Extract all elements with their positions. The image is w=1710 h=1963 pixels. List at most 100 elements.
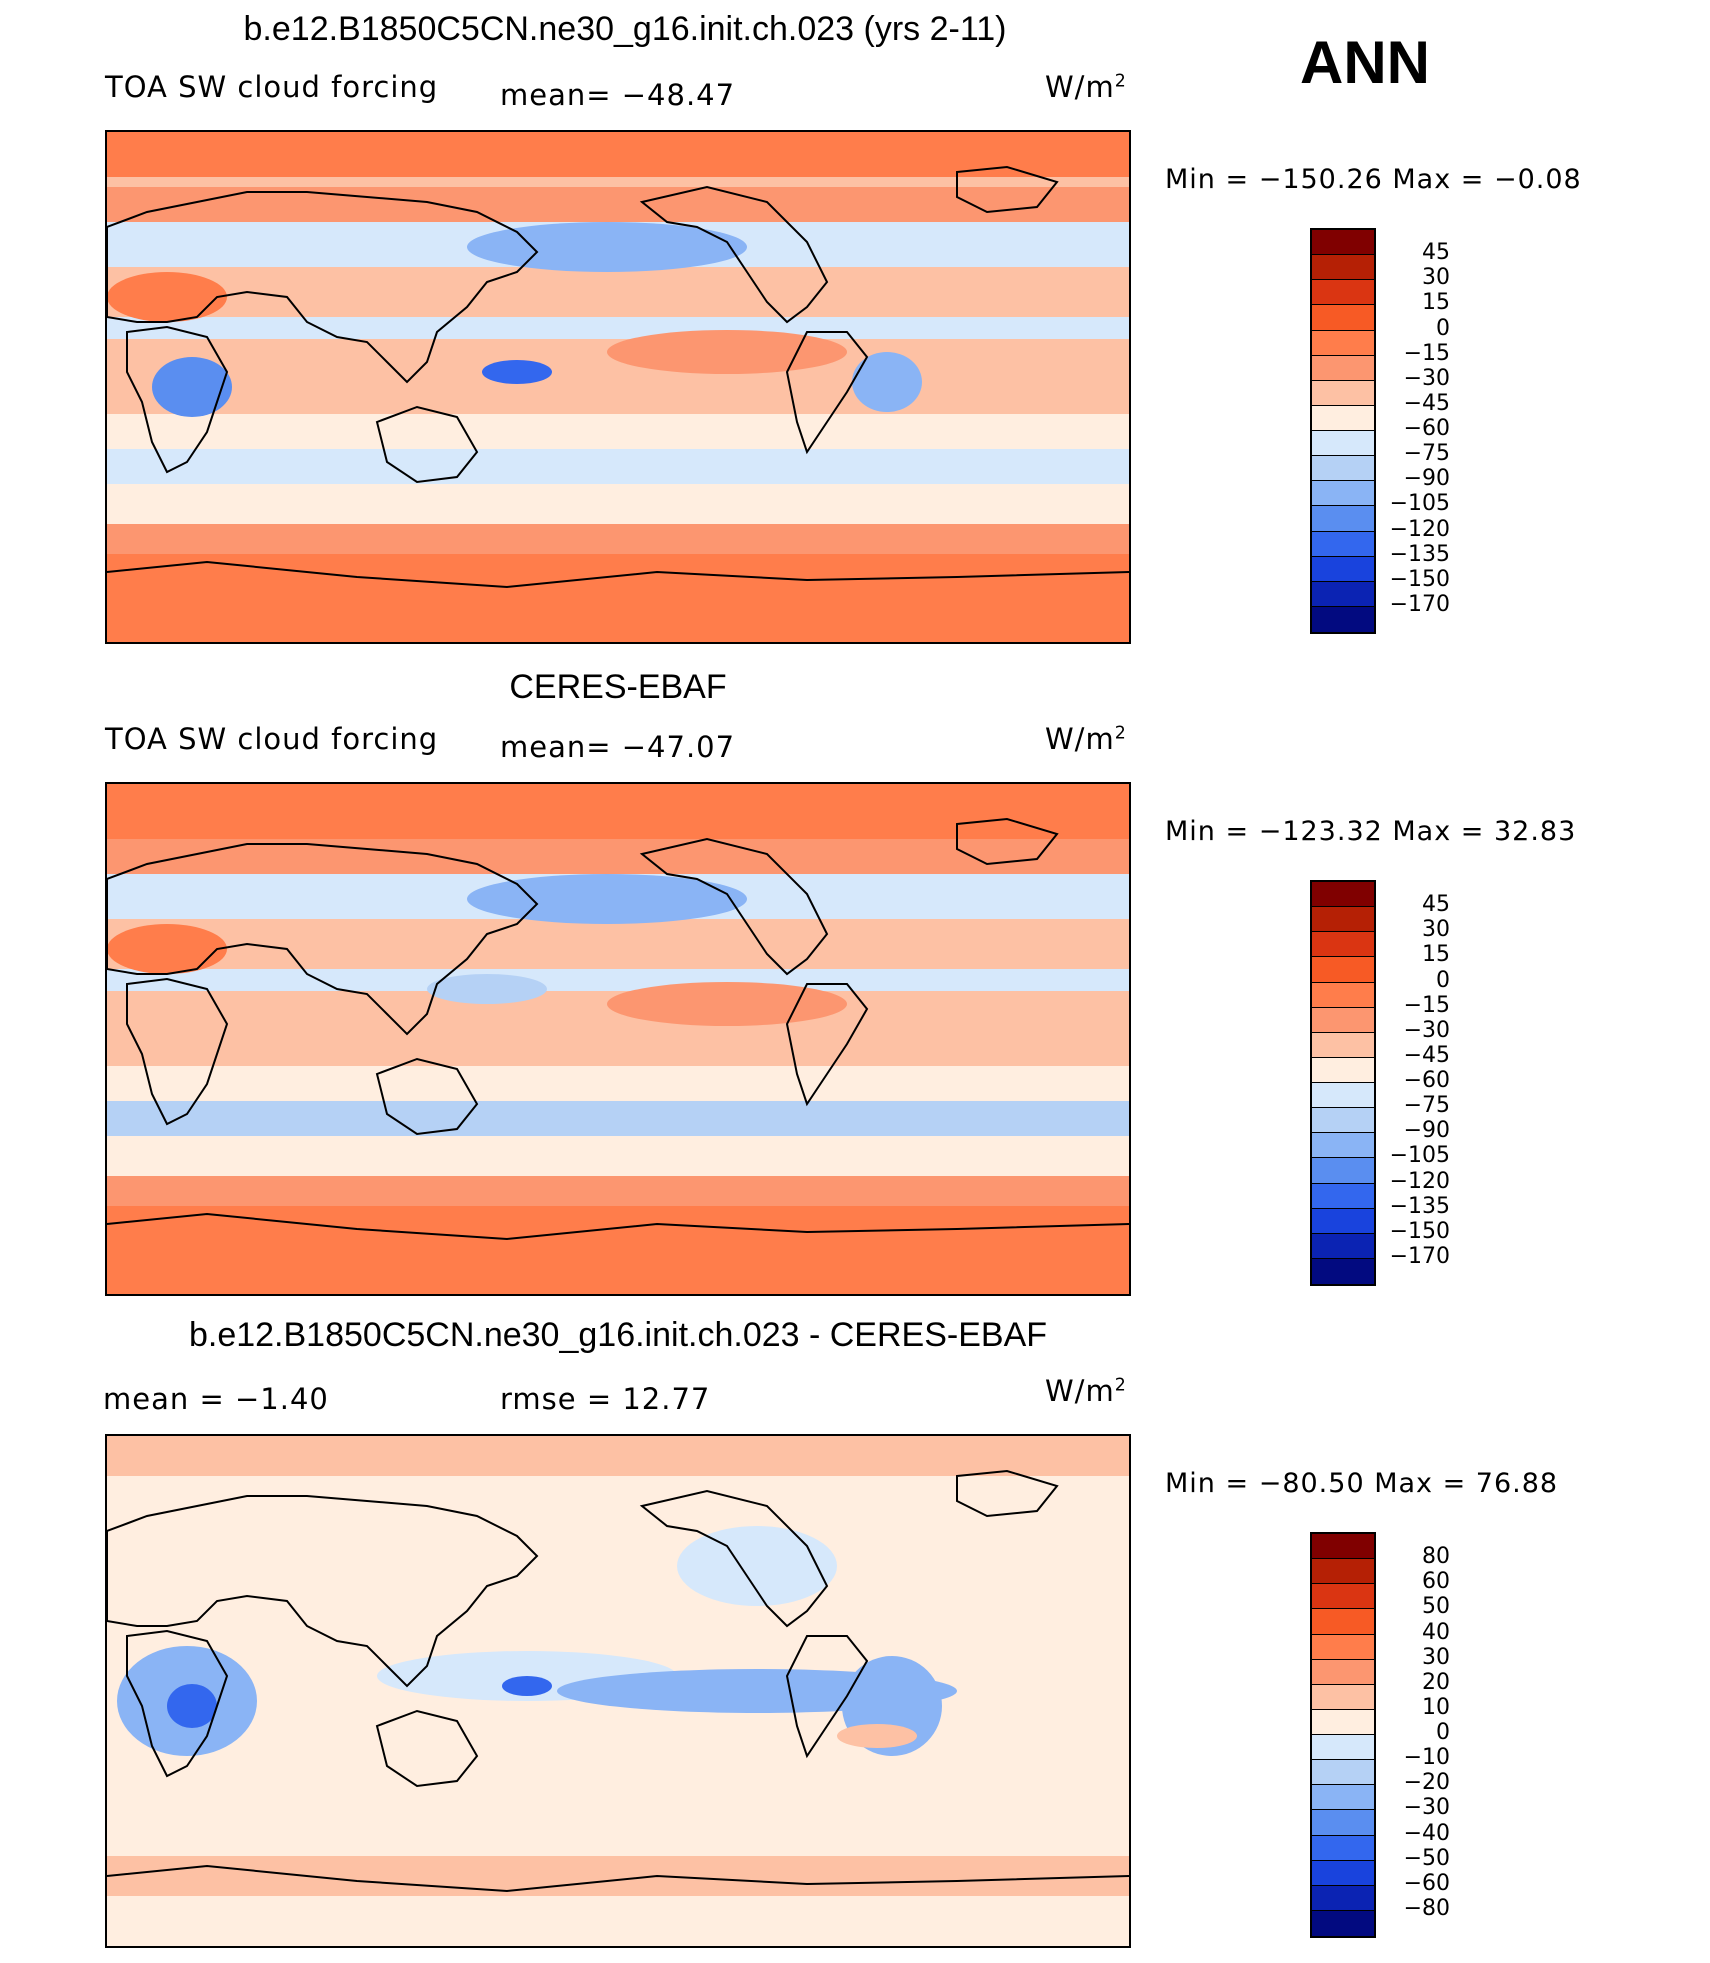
colorbar-swatch (1312, 1258, 1374, 1284)
colorbar-tick-label: 40 (1422, 1619, 1450, 1645)
panel1-variable-label: TOA SW cloud forcing (105, 70, 439, 104)
colorbar-swatch (1312, 1910, 1374, 1936)
colorbar-swatch (1312, 1760, 1374, 1786)
colorbar-tick-label: −90 (1403, 466, 1450, 492)
colorbar-swatch (1312, 1057, 1374, 1083)
colorbar-tick-label: 10 (1422, 1694, 1450, 1720)
map-region-sahara (107, 924, 227, 974)
coastline (956, 165, 1059, 214)
panel3-colorbar (1310, 1532, 1376, 1938)
colorbar-swatch (1312, 1810, 1374, 1836)
colorbar-swatch (1312, 1634, 1374, 1660)
map-region-africa-convection (152, 357, 232, 417)
panel2-units: W/m2 (1045, 722, 1127, 756)
colorbar-tick-label: −75 (1403, 441, 1450, 467)
colorbar-tick-label: 80 (1422, 1544, 1450, 1570)
colorbar-swatch (1312, 882, 1374, 908)
colorbar-tick-label: −170 (1389, 591, 1450, 617)
colorbar-swatch (1312, 280, 1374, 306)
colorbar-swatch (1312, 907, 1374, 933)
colorbar-tick-label: 45 (1422, 892, 1450, 918)
colorbar-swatch (1312, 330, 1374, 356)
map-region-namerica (677, 1526, 837, 1606)
colorbar-tick-label: −60 (1403, 1870, 1450, 1896)
colorbar-swatch (1312, 1208, 1374, 1234)
map-region-sahara (107, 272, 227, 322)
map-band-nh-subtrop (107, 267, 1129, 317)
map-region-sepacific (607, 330, 847, 374)
map-band-nh-subtrop (107, 919, 1129, 969)
map-band-southern (107, 1856, 1129, 1896)
colorbar-tick-label: −45 (1403, 390, 1450, 416)
map-region-sepacific (837, 1724, 917, 1748)
coastline (639, 1489, 829, 1628)
map-region-npacific (467, 874, 747, 924)
panel1-map-svg (107, 132, 1129, 642)
panel1-minmax: Min = −150.26 Max = −0.08 (1165, 164, 1582, 195)
colorbar-tick-label: −30 (1403, 1795, 1450, 1821)
season-label: ANN (1300, 29, 1430, 96)
map-region-amazon (852, 352, 922, 412)
panel2-title: CERES-EBAF (509, 668, 727, 706)
colorbar-swatch (1312, 405, 1374, 431)
colorbar-tick-label: −60 (1403, 1068, 1450, 1093)
colorbar-tick-label: 20 (1422, 1669, 1450, 1695)
colorbar-tick-label: 60 (1422, 1569, 1450, 1595)
colorbar-tick-label: −120 (1389, 1168, 1450, 1194)
coastline (375, 1709, 479, 1788)
colorbar-tick-label: −45 (1403, 1042, 1450, 1068)
colorbar-swatch (1312, 355, 1374, 381)
colorbar-tick-label: −150 (1389, 1218, 1450, 1244)
colorbar-tick-label: −120 (1389, 516, 1450, 542)
colorbar-swatch (1312, 1534, 1374, 1560)
colorbar-swatch (1312, 1233, 1374, 1259)
colorbar-swatch (1312, 506, 1374, 532)
panel1-units: W/m2 (1045, 70, 1127, 104)
colorbar-tick-label: −15 (1403, 992, 1450, 1018)
coastline (956, 1469, 1059, 1518)
colorbar-tick-label: −75 (1403, 1093, 1450, 1119)
colorbar-swatch (1312, 606, 1374, 632)
coastline (375, 405, 479, 484)
panel3-rmse-label: rmse = 12.77 (500, 1382, 711, 1416)
colorbar-swatch (1312, 1785, 1374, 1811)
map-band-sh-storm (107, 449, 1129, 484)
colorbar-tick-label: 30 (1422, 917, 1450, 943)
panel2-map-svg (107, 784, 1129, 1294)
map-band-itcz (107, 969, 1129, 991)
colorbar-swatch (1312, 1735, 1374, 1761)
colorbar-swatch (1312, 255, 1374, 281)
map-band-sh-cream (107, 414, 1129, 449)
colorbar-swatch (1312, 456, 1374, 482)
map-band-southern (107, 1176, 1129, 1206)
map-band-sh-cream (107, 1066, 1129, 1101)
colorbar-tick-label: 50 (1422, 1594, 1450, 1620)
colorbar-swatch (1312, 982, 1374, 1008)
panel2-minmax: Min = −123.32 Max = 32.83 (1165, 816, 1577, 847)
panel2-mean-label: mean= −47.07 (500, 730, 736, 764)
colorbar-tick-label: 0 (1436, 967, 1450, 993)
map-band-sh-cream2 (107, 484, 1129, 524)
colorbar-swatch (1312, 531, 1374, 557)
coastline (107, 1212, 1129, 1241)
panel3-title: b.e12.B1850C5CN.ne30_g16.init.ch.023 - C… (188, 1316, 1048, 1354)
colorbar-tick-label: 0 (1436, 315, 1450, 341)
colorbar-tick-label: −20 (1403, 1770, 1450, 1796)
colorbar-tick-label: −10 (1403, 1745, 1450, 1771)
coastline (639, 185, 829, 324)
colorbar-swatch (1312, 481, 1374, 507)
colorbar-swatch (1312, 380, 1374, 406)
panel2-map (105, 782, 1131, 1296)
colorbar-swatch (1312, 1007, 1374, 1033)
panel1-mean-label: mean= −48.47 (500, 78, 736, 112)
coastline (785, 983, 869, 1107)
coastline (956, 817, 1059, 866)
coastline (785, 331, 869, 455)
coastline (375, 1057, 479, 1136)
map-region-africa-core (167, 1684, 217, 1728)
panel3-units: W/m2 (1045, 1374, 1127, 1408)
colorbar-tick-label: −60 (1403, 416, 1450, 441)
panel1-map (105, 130, 1131, 644)
colorbar-tick-label: 30 (1422, 1644, 1450, 1670)
map-region-npacific (467, 222, 747, 272)
